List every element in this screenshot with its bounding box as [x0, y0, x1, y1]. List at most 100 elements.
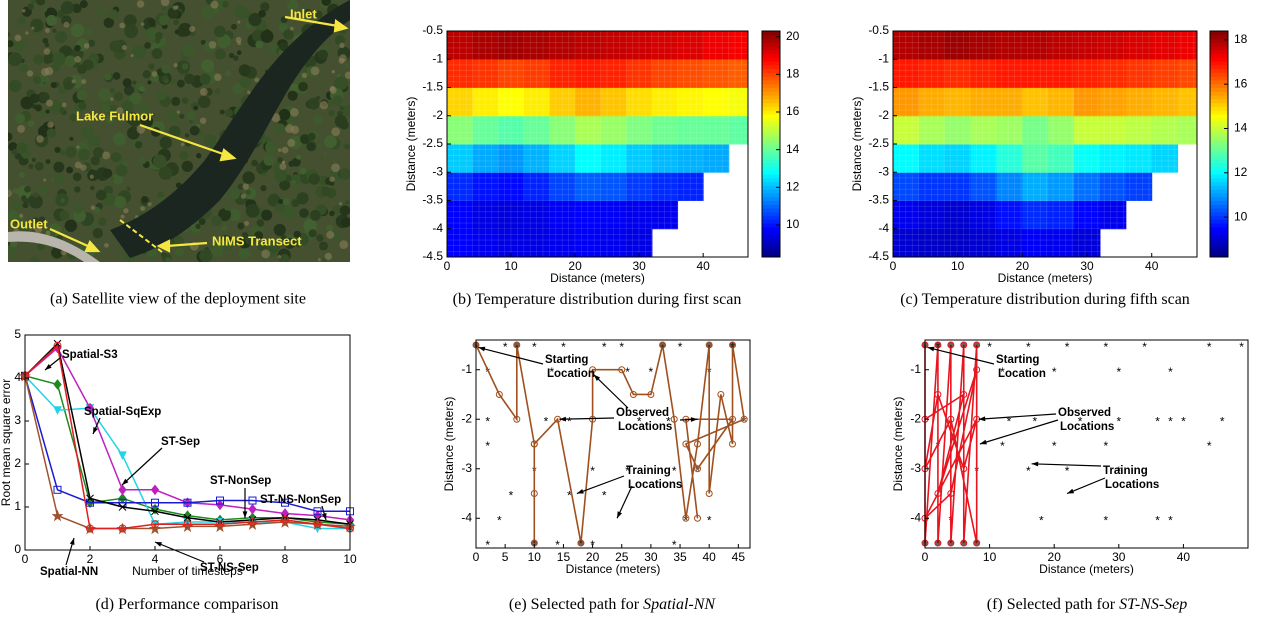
colorbar-step [762, 219, 780, 224]
colorbar-step [762, 98, 780, 104]
heat-cell [1099, 200, 1127, 230]
tree [113, 195, 127, 209]
caption-text: (f) Selected path for [987, 596, 1116, 613]
heat-cell [651, 200, 679, 230]
x-tick-label: 35 [673, 550, 687, 564]
training-point: * [567, 414, 572, 428]
annotation-arrow [927, 346, 995, 365]
ground [338, 57, 345, 64]
heat-cell [918, 228, 946, 258]
ground [8, 189, 12, 198]
heat-cell [1074, 31, 1101, 60]
tree [55, 31, 68, 44]
ground [284, 124, 294, 133]
ground [47, 121, 54, 128]
colorbar-step [762, 208, 780, 213]
annotation: Locations [1105, 479, 1159, 491]
y-tick-label: -4 [461, 510, 472, 524]
arrowhead [333, 19, 349, 33]
tree [334, 76, 348, 91]
tree [50, 178, 55, 183]
marker [183, 513, 192, 522]
tree [87, 39, 96, 47]
heat-cell [1022, 228, 1049, 258]
tree [329, 210, 335, 217]
heat-cell [728, 87, 749, 117]
tree [30, 0, 38, 4]
heat-cell [498, 172, 525, 201]
ground [301, 72, 308, 79]
tree [334, 114, 348, 128]
tree [121, 100, 135, 113]
tree [283, 29, 294, 40]
ground [277, 148, 282, 153]
arrowhead [690, 417, 698, 422]
heat-cell [575, 31, 602, 60]
tree [324, 135, 337, 149]
training-point: * [1116, 464, 1121, 478]
tree [112, 132, 126, 146]
tree [258, 10, 266, 18]
heat-cell [1125, 144, 1153, 173]
heat-cell [523, 228, 550, 258]
tree [328, 109, 335, 117]
lake [110, 0, 350, 258]
heat-cell [918, 115, 946, 145]
colorbar-step [1210, 215, 1228, 220]
heat-cell [996, 59, 1023, 88]
tree [306, 142, 316, 151]
tree [80, 126, 94, 139]
colorbar-step [762, 106, 780, 111]
caption: (a) Satellite view of the deployment sit… [50, 291, 306, 308]
observed-point [629, 390, 637, 398]
colorbar-step [762, 87, 780, 92]
tree [211, 244, 224, 258]
tree [30, 18, 44, 32]
y-axis-label: Distance (meters) [442, 397, 456, 492]
tree [51, 246, 64, 259]
arrowhead [45, 364, 52, 370]
heat-cell [1151, 115, 1179, 145]
ground [151, 71, 158, 77]
colorbar-step [762, 113, 780, 119]
colorbar-step [1210, 181, 1228, 186]
heat-cell [996, 31, 1023, 60]
heat-cell [1074, 200, 1101, 230]
training-point: * [672, 538, 677, 552]
training-point: * [619, 340, 624, 354]
heat-cell [1022, 31, 1049, 60]
tree [266, 239, 281, 253]
training-point: * [1168, 365, 1173, 379]
annotation-arrow [121, 447, 163, 486]
marker [248, 518, 257, 527]
colorbar-step [1210, 219, 1228, 224]
observed-point [589, 366, 597, 374]
tree [28, 120, 35, 127]
y-tick-label: 1 [14, 499, 21, 513]
tree [345, 200, 350, 205]
colorbar-tick-label: 16 [786, 104, 800, 118]
training-point: * [509, 489, 514, 503]
ground [247, 90, 251, 94]
heat-cell [703, 31, 730, 60]
colorbar-step [1210, 200, 1228, 205]
plot-frame [24, 334, 351, 551]
marker [51, 509, 64, 522]
y-tick-label: -3 [910, 461, 921, 475]
tree [72, 3, 82, 14]
heat-cell [1099, 115, 1127, 145]
heat-cell [600, 87, 627, 117]
tree [239, 76, 251, 88]
colorbar-tick-label: 10 [1234, 209, 1248, 223]
tree [96, 6, 105, 15]
x-tick-label: 0 [473, 550, 480, 564]
arrowhead [93, 427, 98, 434]
tree [238, 247, 251, 260]
arrowhead [242, 511, 248, 518]
heat-cell [472, 200, 499, 230]
heat-cell [677, 172, 704, 201]
heat-cell [600, 59, 627, 88]
marker [118, 484, 127, 496]
ground [119, 22, 126, 29]
tree [157, 191, 165, 199]
